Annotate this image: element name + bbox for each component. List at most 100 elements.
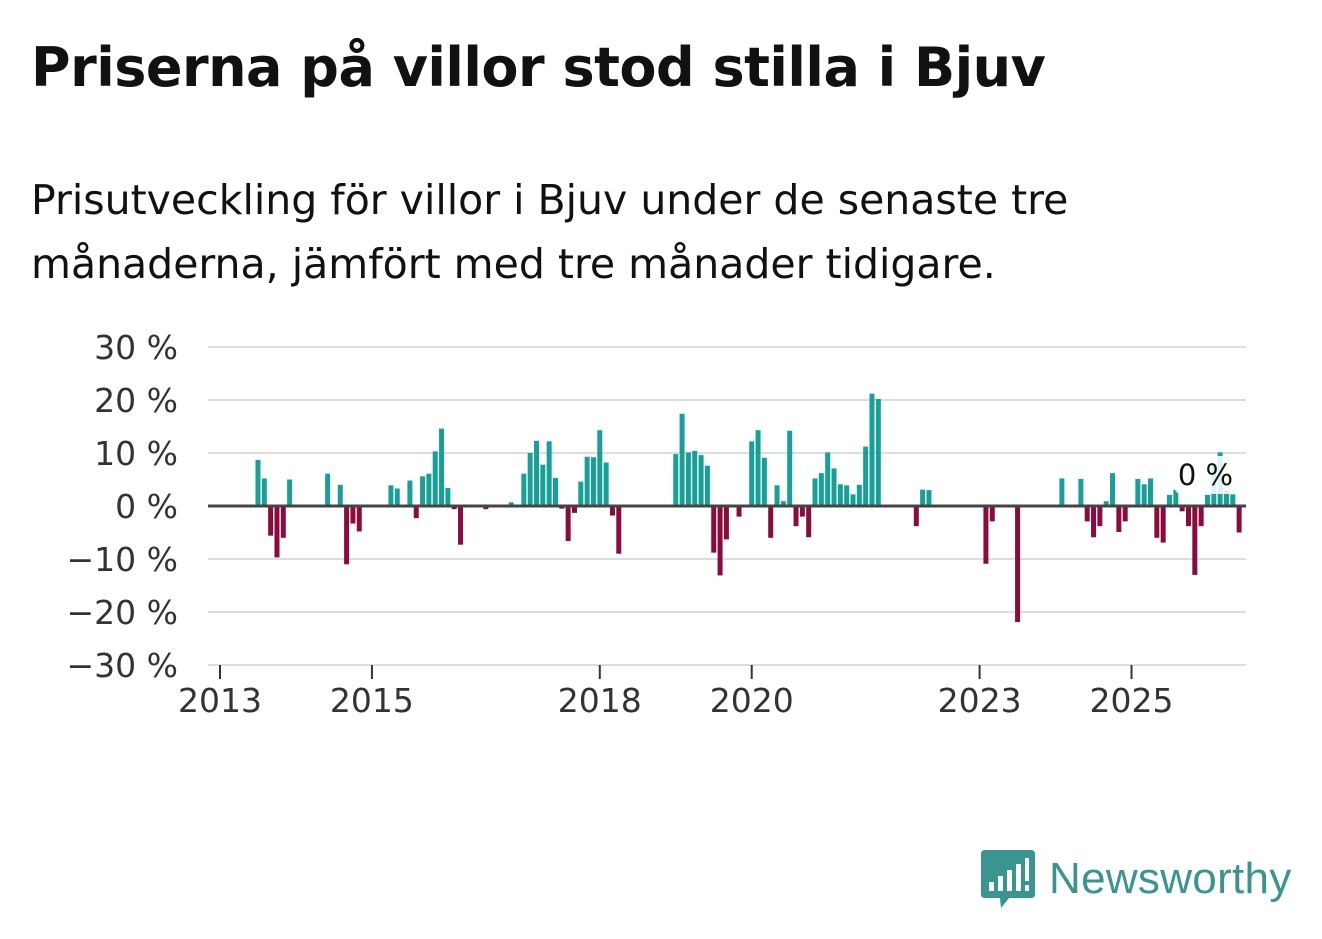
bar [1116, 506, 1122, 532]
bar [717, 506, 723, 576]
y-tick-label: 30 % [94, 328, 178, 367]
bar [483, 506, 489, 510]
bar [749, 441, 755, 506]
x-tick-label: 2018 [558, 681, 642, 720]
bar [609, 506, 615, 516]
bar [983, 506, 989, 564]
bar [388, 485, 394, 506]
bar [1185, 506, 1191, 527]
bar [850, 494, 856, 506]
bar [578, 481, 584, 506]
newsworthy-logo-icon [981, 850, 1035, 908]
bar [768, 506, 774, 538]
bar [704, 465, 710, 506]
bar [863, 446, 869, 506]
bar [1091, 506, 1097, 538]
bar [1122, 506, 1128, 522]
bar [818, 473, 824, 506]
x-tick-label: 2023 [938, 681, 1022, 720]
bar [856, 484, 862, 506]
bar [261, 478, 267, 506]
bar [1135, 478, 1141, 506]
bar [1015, 506, 1021, 623]
bar [1148, 478, 1154, 506]
bar [540, 464, 546, 506]
bar [394, 488, 400, 506]
bar [698, 455, 704, 506]
y-tick-label: −10 % [67, 540, 179, 579]
bar [920, 489, 926, 506]
bar [913, 506, 919, 527]
bar [837, 484, 843, 506]
bar [926, 490, 932, 506]
bar [1078, 478, 1084, 506]
bar [350, 506, 356, 524]
y-tick-label: −20 % [67, 593, 179, 632]
bar [439, 428, 445, 506]
bar [344, 506, 350, 565]
y-tick-label: 20 % [94, 381, 178, 420]
bar [1141, 484, 1147, 506]
bar [546, 441, 552, 506]
bar [451, 506, 457, 510]
y-tick-label: 0 % [115, 487, 178, 526]
bar [736, 506, 742, 517]
bar [325, 473, 331, 506]
bar [875, 398, 881, 506]
y-tick-label: −30 % [67, 646, 179, 685]
bar [869, 393, 875, 506]
bar [711, 506, 717, 553]
bar [603, 462, 609, 506]
x-tick-label: 2013 [178, 681, 262, 720]
x-tick-label: 2020 [710, 681, 794, 720]
bar [420, 476, 426, 506]
x-tick-label: 2015 [330, 681, 414, 720]
bar [692, 450, 698, 506]
bar [1097, 506, 1103, 527]
bar [1110, 473, 1116, 506]
bar [432, 451, 438, 506]
bar [1204, 494, 1210, 506]
bar [337, 484, 343, 506]
bar [597, 430, 603, 506]
bar [755, 430, 761, 506]
bar [616, 506, 622, 554]
bar [458, 506, 464, 545]
newsworthy-logo: Newsworthy [979, 848, 1292, 910]
bar [1160, 506, 1166, 543]
bar [780, 501, 786, 506]
bar [571, 506, 577, 513]
bar [584, 456, 590, 506]
bar [793, 506, 799, 527]
bar [679, 413, 685, 506]
bar [508, 502, 514, 506]
chart-title: Priserna på villor stod stilla i Bjuv [31, 36, 1046, 99]
bar [1192, 506, 1198, 575]
bar [255, 459, 261, 506]
bar-value-label-background [1174, 456, 1237, 494]
bar [407, 480, 413, 506]
bar [413, 506, 419, 519]
bar [1236, 506, 1242, 533]
bar [1223, 490, 1229, 506]
bar [565, 506, 571, 541]
bar [287, 479, 293, 506]
bar [761, 457, 767, 506]
x-tick-label: 2025 [1090, 681, 1174, 720]
bar [1179, 506, 1185, 512]
brand-name: Newsworthy [1049, 854, 1292, 903]
bar [774, 485, 780, 506]
bar [527, 453, 533, 506]
bar [989, 506, 995, 522]
bar [1173, 489, 1179, 506]
bar [1198, 506, 1204, 527]
bar [356, 506, 362, 532]
bar [673, 454, 679, 506]
bar [1154, 506, 1160, 538]
bar [787, 430, 793, 506]
bar-value-label: 0 % [1178, 458, 1233, 492]
bar [1230, 494, 1236, 506]
bar [426, 473, 432, 506]
bar [274, 506, 280, 558]
bar [799, 506, 805, 517]
